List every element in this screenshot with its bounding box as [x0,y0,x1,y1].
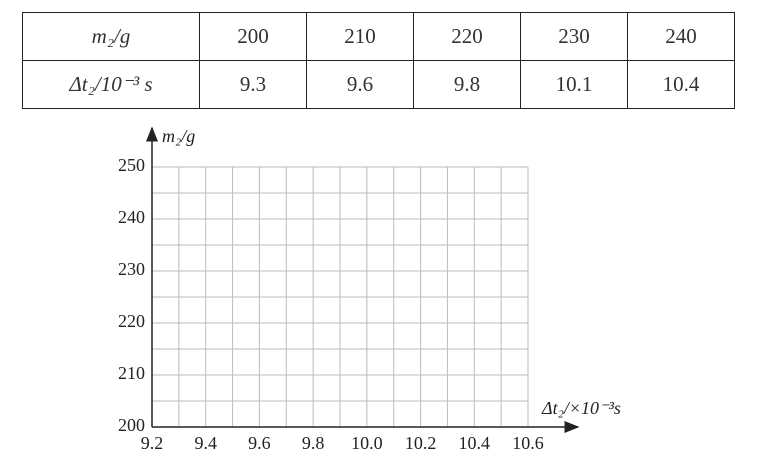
header-cell: 240 [627,12,735,61]
cell: 9.6 [306,60,414,109]
y-tick-label: 230 [118,259,145,279]
data-table: m₂/g 200 210 220 230 240 Δt₂/10⁻³ s 9.3 … [22,12,735,109]
header-cell: m₂/g [22,12,200,61]
header-cell: 210 [306,12,414,61]
x-tick-label: 9.8 [302,433,325,453]
x-tick-label: 10.2 [405,433,437,453]
cell: 10.4 [627,60,735,109]
x-axis-label: Δt₂/×10⁻³s [541,398,621,418]
y-tick-label: 210 [118,363,145,383]
cell: 9.8 [413,60,521,109]
header-cell: 200 [199,12,307,61]
data-row: Δt₂/10⁻³ s 9.3 9.6 9.8 10.1 10.4 [22,60,735,109]
x-tick-label: 9.4 [194,433,217,453]
y-tick-label: 250 [118,155,145,175]
y-tick-label: 220 [118,311,145,331]
y-tick-label: 240 [118,207,145,227]
x-tick-label: 9.2 [141,433,164,453]
cell: 9.3 [199,60,307,109]
row-label: Δt₂/10⁻³ s [22,60,200,109]
y-axis-label: m₂/g [162,126,195,146]
y-tick-label: 200 [118,415,145,435]
x-tick-label: 10.6 [512,433,544,453]
x-tick-label: 9.6 [248,433,271,453]
x-tick-label: 10.0 [351,433,383,453]
x-tick-label: 10.4 [459,433,491,453]
cell: 10.1 [520,60,628,109]
